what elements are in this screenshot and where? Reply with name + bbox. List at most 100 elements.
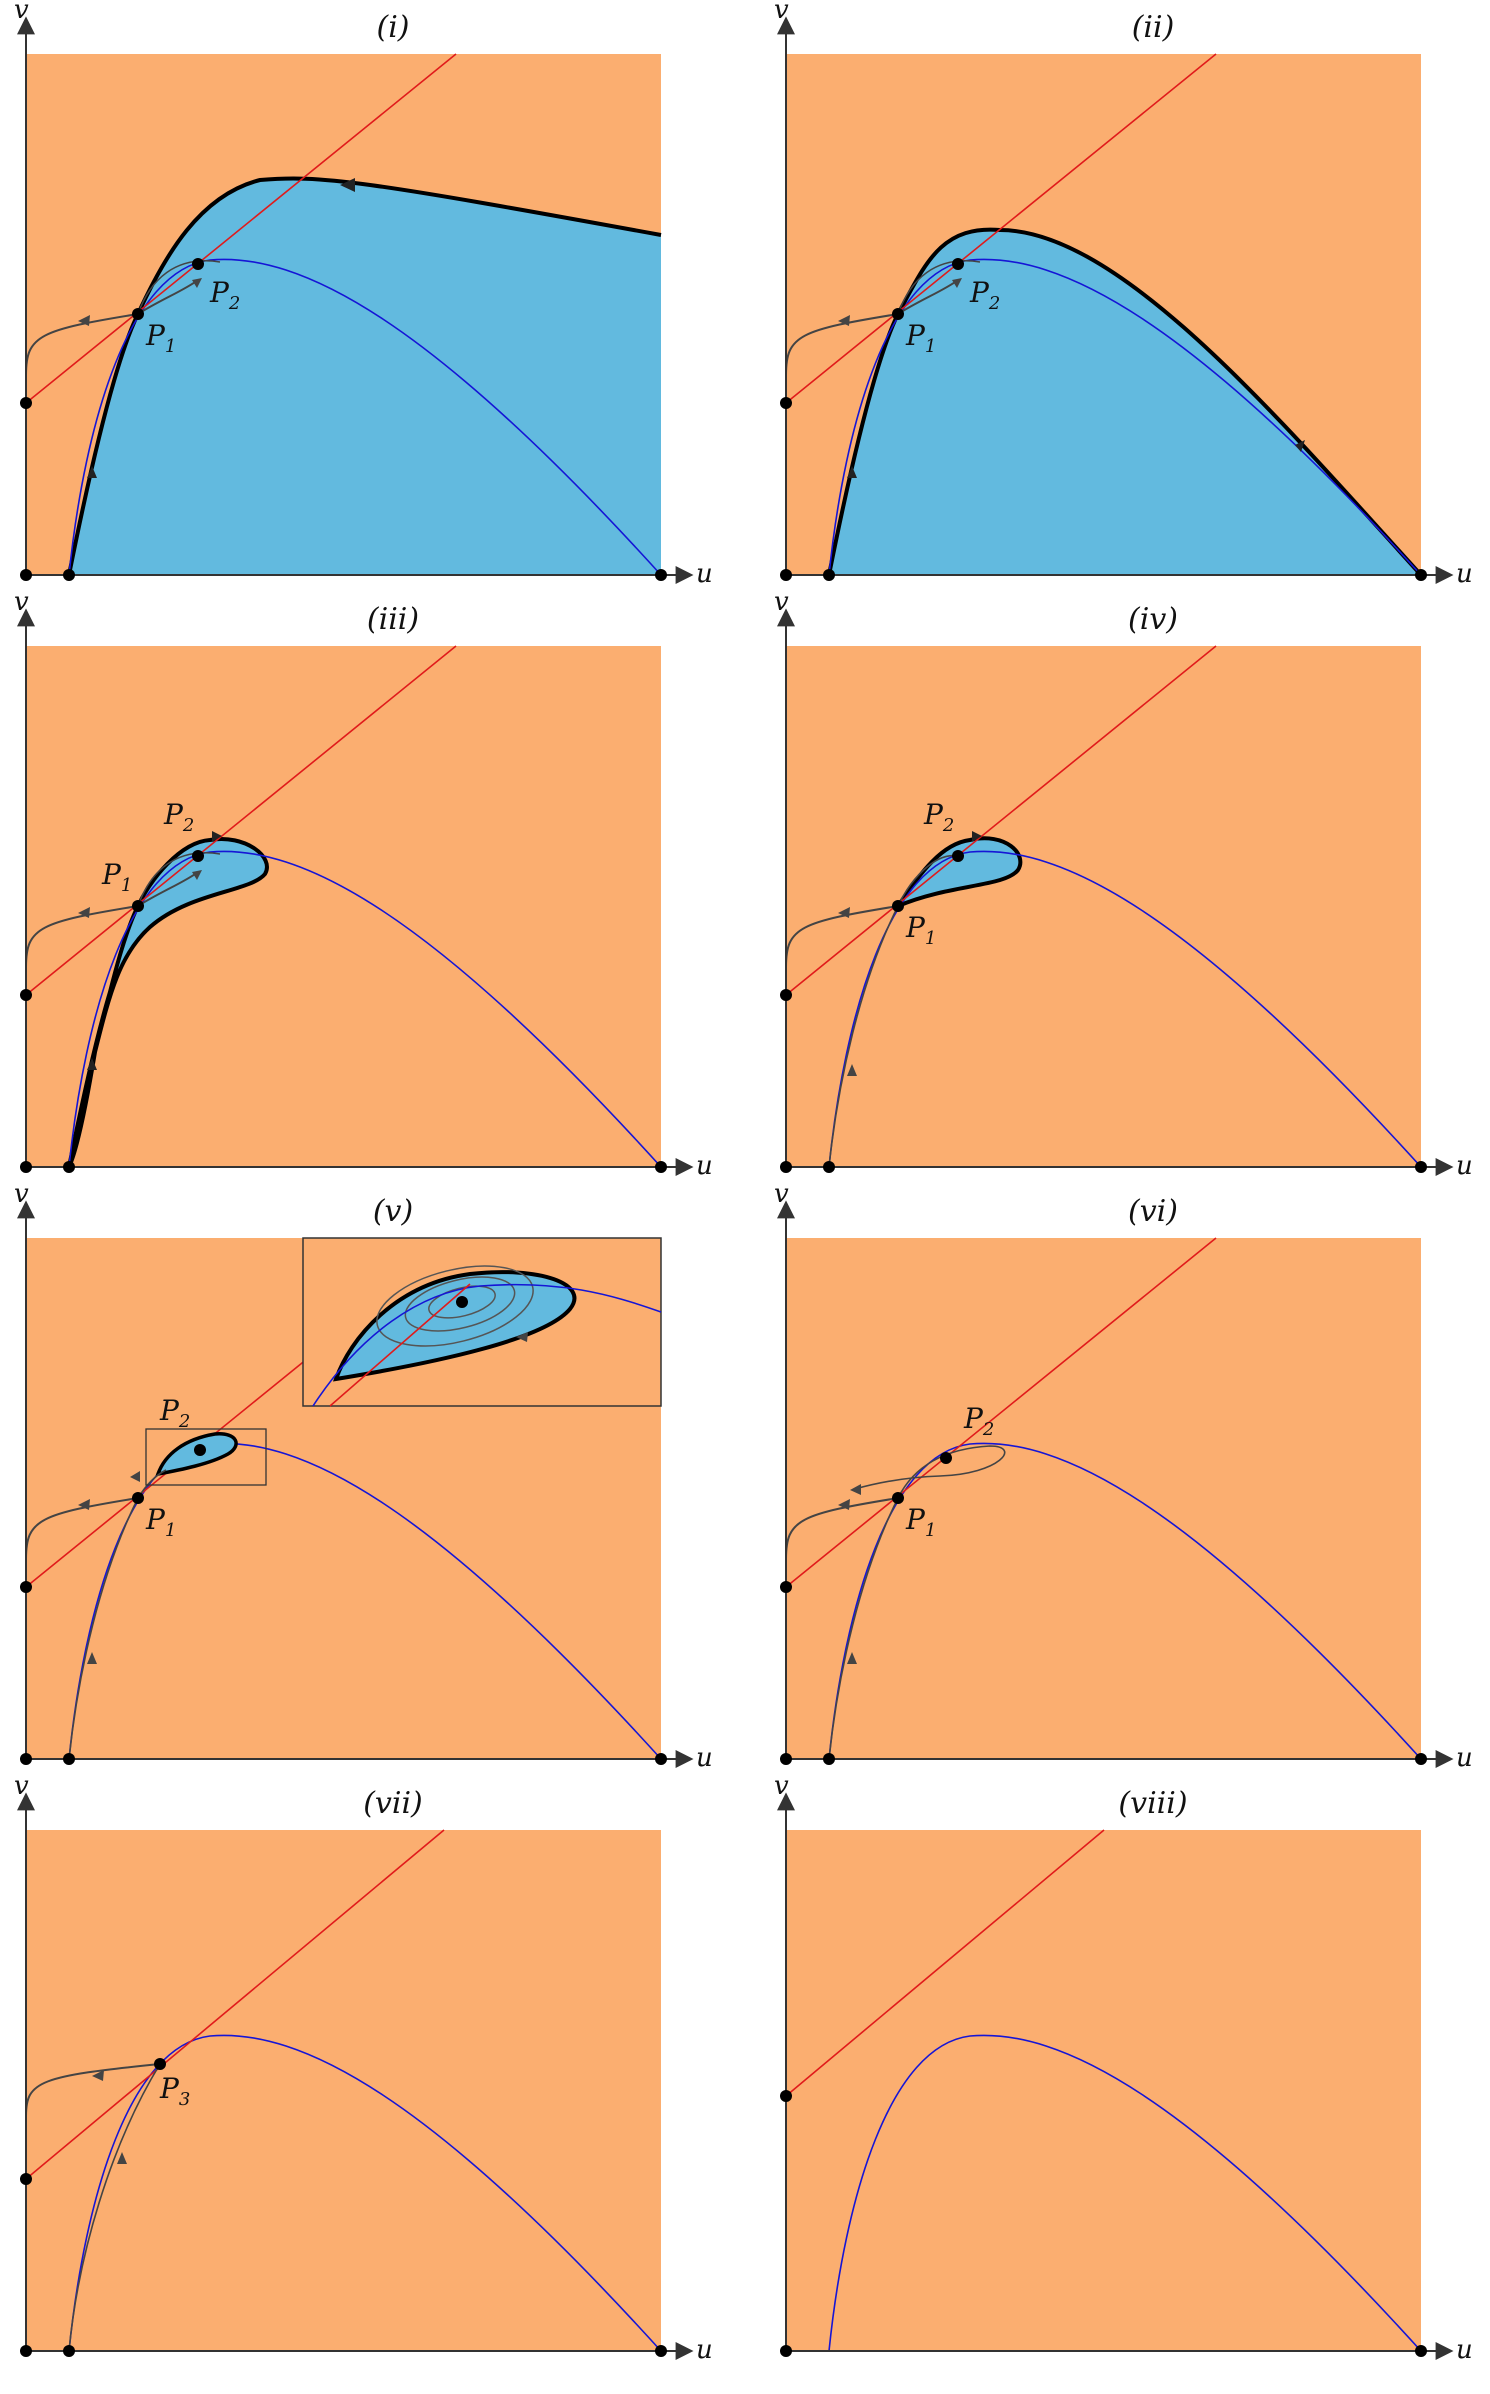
trajectory — [828, 905, 899, 1168]
equilibrium-carrying-capacity — [655, 1753, 667, 1765]
point-label-p2: P2 — [159, 1394, 190, 1432]
prey-nullcline — [68, 258, 662, 576]
point-label-p2: P2 — [923, 798, 954, 836]
y-axis-label: v — [14, 1771, 29, 1801]
direction-arrow — [78, 907, 90, 918]
point-label-p1: P1 — [145, 319, 176, 357]
region-inside — [69, 839, 267, 1167]
point-label-p2: P2 — [209, 276, 240, 314]
equilibrium-prey-only — [823, 569, 835, 581]
trajectory — [137, 260, 221, 315]
trajectory — [897, 854, 959, 907]
panel-label: (iii) — [367, 602, 419, 637]
equilibrium-p1 — [892, 1492, 904, 1504]
predator-nullcline — [25, 645, 457, 996]
equilibrium-p2 — [952, 850, 964, 862]
equilibrium-p2 — [192, 258, 204, 270]
equilibrium-carrying-capacity — [1415, 2345, 1427, 2357]
equilibrium-prey-only — [63, 569, 75, 581]
predator-nullcline — [785, 645, 1217, 996]
point-label-p1: P1 — [905, 911, 936, 949]
panel-label: (v) — [373, 1194, 413, 1229]
prey-nullcline — [828, 258, 1422, 576]
equilibrium-predator-axis — [20, 1581, 32, 1593]
x-axis-label: u — [696, 2335, 713, 2365]
direction-arrow — [87, 466, 97, 478]
x-axis-label: u — [1456, 559, 1473, 589]
x-axis-label: u — [1456, 2335, 1473, 2365]
panel-i: v u P1 P2 (i) — [14, 0, 713, 589]
equilibrium-predator-axis — [780, 2090, 792, 2102]
boundary-curve — [827, 227, 1423, 577]
equilibrium-carrying-capacity — [1415, 1753, 1427, 1765]
zoom-box — [145, 1428, 267, 1486]
direction-arrow — [1295, 440, 1305, 452]
equilibrium-predator-axis — [20, 989, 32, 1001]
equilibrium-p1 — [132, 900, 144, 912]
y-axis-label: v — [774, 0, 789, 25]
prey-nullcline — [828, 850, 1422, 1168]
point-label-p1: P1 — [905, 1503, 936, 1541]
panel-label: (vi) — [1128, 1194, 1178, 1229]
boundary-curve — [67, 837, 269, 1168]
trajectory — [137, 852, 221, 907]
equilibrium-carrying-capacity — [1415, 569, 1427, 581]
direction-arrow — [838, 907, 850, 918]
region-inside — [69, 178, 661, 575]
equilibrium-p1 — [892, 308, 904, 320]
panel-vii: v u P3 (vii) — [14, 1771, 713, 2365]
x-axis-label: u — [1456, 1743, 1473, 1773]
equilibrium-prey-only — [63, 1161, 75, 1173]
direction-arrow — [117, 2152, 127, 2164]
equilibrium-predator-axis — [780, 1581, 792, 1593]
panel-iv: v u P1 P2 (iv) — [774, 587, 1473, 1181]
inset-equilibrium-p2 — [456, 1296, 468, 1308]
point-label-p3: P3 — [159, 2072, 190, 2110]
x-axis-label: u — [1456, 1151, 1473, 1181]
y-axis-label: v — [14, 1179, 29, 1209]
region-outside — [786, 1830, 1421, 2351]
predator-nullcline — [25, 1829, 445, 2180]
x-axis-label: u — [696, 559, 713, 589]
prey-nullcline — [68, 2034, 662, 2352]
equilibrium-origin — [780, 1753, 792, 1765]
equilibrium-predator-axis — [780, 397, 792, 409]
inset-region-inside — [332, 1270, 577, 1382]
equilibrium-predator-axis — [20, 397, 32, 409]
inset-orbit — [376, 1265, 534, 1347]
direction-arrow — [847, 466, 857, 478]
direction-arrow — [78, 1499, 90, 1510]
boundary-curve — [67, 176, 662, 576]
direction-arrow — [850, 1484, 861, 1495]
equilibrium-p3 — [154, 2058, 166, 2070]
trajectory — [897, 260, 981, 315]
prey-nullcline — [828, 2034, 1422, 2352]
equilibrium-prey-only — [823, 1161, 835, 1173]
direction-arrow — [87, 1652, 97, 1664]
y-axis-label: v — [774, 587, 789, 617]
equilibrium-p2 — [194, 1444, 206, 1456]
equilibrium-carrying-capacity — [655, 1161, 667, 1173]
predator-nullcline — [785, 1237, 1217, 1588]
direction-arrow — [847, 1064, 857, 1076]
equilibrium-carrying-capacity — [655, 569, 667, 581]
x-axis-label: u — [696, 1151, 713, 1181]
equilibrium-prey-only — [823, 1753, 835, 1765]
direction-arrow — [972, 831, 982, 842]
region-outside — [786, 1238, 1421, 1759]
trajectory — [68, 2063, 161, 2352]
equilibrium-origin — [780, 2345, 792, 2357]
direction-arrow — [516, 1332, 528, 1342]
point-label-p1: P1 — [905, 319, 936, 357]
equilibrium-origin — [20, 1161, 32, 1173]
panel-label: (i) — [376, 10, 409, 45]
equilibrium-predator-axis — [20, 2173, 32, 2185]
direction-arrow — [130, 1471, 140, 1482]
equilibrium-origin — [20, 1753, 32, 1765]
x-axis-label: u — [696, 1743, 713, 1773]
panel-label: (iv) — [1128, 602, 1178, 637]
point-label-p2: P2 — [163, 798, 194, 836]
region-inside — [829, 229, 1421, 575]
trajectory — [68, 1497, 139, 1760]
